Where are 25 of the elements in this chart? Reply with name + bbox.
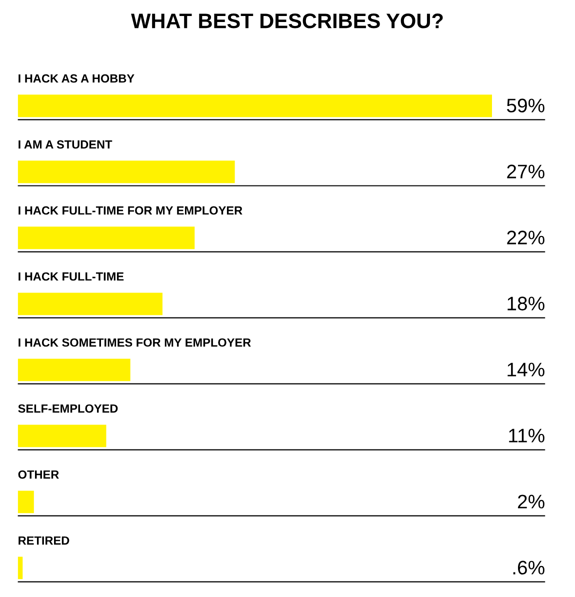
y-tick-label: I HACK FULL-TIME FOR MY EMPLOYER	[18, 206, 242, 215]
bar	[18, 358, 130, 382]
data-label: 14%	[508, 362, 544, 376]
chart-title: WHAT BEST DESCRIBES YOU?	[131, 14, 443, 28]
bar	[18, 490, 34, 514]
data-label: 2%	[518, 494, 544, 508]
bar	[18, 292, 162, 316]
data-label: 27%	[507, 164, 544, 178]
data-label: 18%	[508, 296, 544, 310]
y-tick-label: I HACK FULL-TIME	[18, 272, 124, 281]
data-label: .6%	[513, 560, 544, 574]
data-label: 59%	[506, 98, 544, 112]
bar	[18, 424, 106, 448]
data-label: 22%	[507, 230, 544, 244]
y-tick-label: I AM A STUDENT	[18, 140, 112, 149]
bar	[18, 160, 235, 184]
y-tick-label: I HACK AS A HOBBY	[18, 74, 134, 83]
bar	[18, 556, 23, 580]
y-tick-label: RETIRED	[18, 536, 70, 545]
bar	[18, 94, 492, 118]
y-tick-label: OTHER	[18, 470, 59, 479]
y-tick-label: I HACK SOMETIMES FOR MY EMPLOYER	[18, 338, 251, 347]
y-tick-label: SELF-EMPLOYED	[18, 404, 118, 413]
data-label: 11%	[509, 428, 544, 442]
bar	[18, 226, 195, 250]
